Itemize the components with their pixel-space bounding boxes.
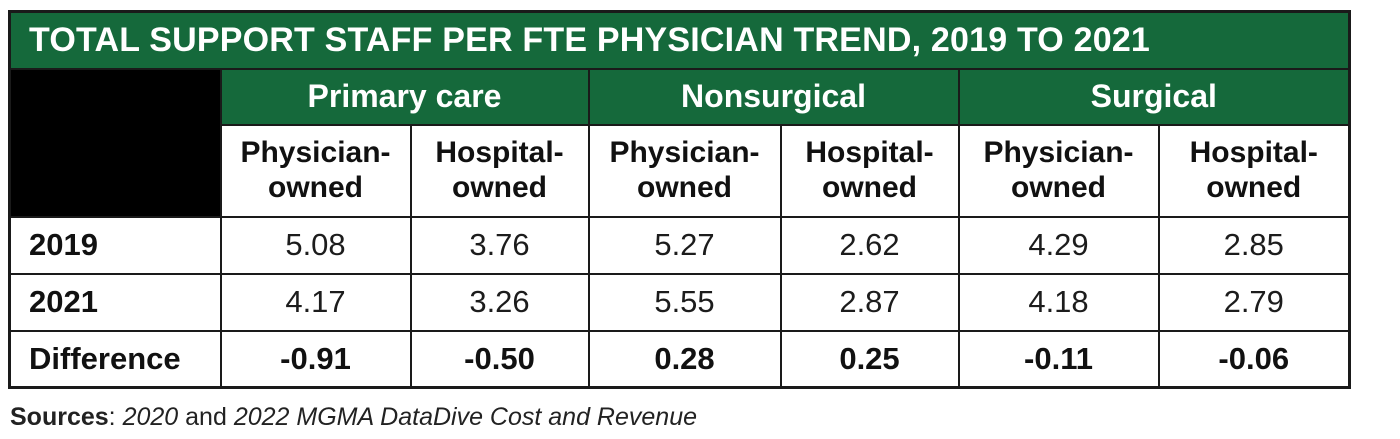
value-2021-nonsurgical-hospital: 2.87 bbox=[779, 272, 960, 332]
value-2019-surgical-physician: 4.29 bbox=[957, 215, 1160, 275]
value-2019-primary-physician: 5.08 bbox=[219, 215, 412, 275]
row-label-2021: 2021 bbox=[8, 272, 222, 332]
column-header-surgical-physician-owned: Physician-owned bbox=[957, 123, 1160, 218]
value-2021-surgical-hospital: 2.79 bbox=[1157, 272, 1351, 332]
value-2021-primary-hospital: 3.26 bbox=[409, 272, 590, 332]
sources-line: Sources: 2020 and 2022 MGMA DataDive Cos… bbox=[10, 403, 1356, 432]
support-staff-trend-figure: TOTAL SUPPORT STAFF PER FTE PHYSICIAN TR… bbox=[8, 10, 1356, 432]
group-header-primary-care: Primary care bbox=[219, 67, 590, 126]
corner-black-cell bbox=[8, 67, 222, 218]
value-difference-nonsurgical-hospital: 0.25 bbox=[779, 329, 960, 389]
value-difference-primary-physician: -0.91 bbox=[219, 329, 412, 389]
table-title: TOTAL SUPPORT STAFF PER FTE PHYSICIAN TR… bbox=[8, 10, 1351, 70]
row-label-2019: 2019 bbox=[8, 215, 222, 275]
group-header-surgical: Surgical bbox=[957, 67, 1351, 126]
value-2019-nonsurgical-hospital: 2.62 bbox=[779, 215, 960, 275]
value-2019-surgical-hospital: 2.85 bbox=[1157, 215, 1351, 275]
value-difference-surgical-hospital: -0.06 bbox=[1157, 329, 1351, 389]
support-staff-trend-table: TOTAL SUPPORT STAFF PER FTE PHYSICIAN TR… bbox=[8, 10, 1352, 389]
row-2019: 2019 5.08 3.76 5.27 2.62 4.29 2.85 bbox=[8, 215, 1351, 275]
title-row: TOTAL SUPPORT STAFF PER FTE PHYSICIAN TR… bbox=[8, 10, 1351, 70]
column-header-nonsurgical-physician-owned: Physician-owned bbox=[587, 123, 782, 218]
value-2021-surgical-physician: 4.18 bbox=[957, 272, 1160, 332]
group-header-row: Primary care Nonsurgical Surgical bbox=[8, 67, 1351, 218]
value-difference-surgical-physician: -0.11 bbox=[957, 329, 1160, 389]
row-difference: Difference -0.91 -0.50 0.28 0.25 -0.11 -… bbox=[8, 329, 1351, 389]
value-2021-nonsurgical-physician: 5.55 bbox=[587, 272, 782, 332]
sources-label: Sources bbox=[10, 403, 109, 431]
sources-edition-2020: 2020 bbox=[122, 403, 179, 431]
column-header-nonsurgical-hospital-owned: Hospital-owned bbox=[779, 123, 960, 218]
group-header-nonsurgical: Nonsurgical bbox=[587, 67, 960, 126]
value-2019-nonsurgical-physician: 5.27 bbox=[587, 215, 782, 275]
sources-edition-2022: 2022 MGMA DataDive Cost and Revenue bbox=[233, 403, 698, 431]
sources-joiner: and bbox=[178, 403, 234, 431]
value-2019-primary-hospital: 3.76 bbox=[409, 215, 590, 275]
row-2021: 2021 4.17 3.26 5.55 2.87 4.18 2.79 bbox=[8, 272, 1351, 332]
column-header-row: Physician-owned Hospital-owned Physician… bbox=[10, 123, 1351, 218]
column-header-primary-hospital-owned: Hospital-owned bbox=[409, 123, 590, 218]
sources-separator: : bbox=[108, 403, 123, 431]
value-2021-primary-physician: 4.17 bbox=[219, 272, 412, 332]
value-difference-primary-hospital: -0.50 bbox=[409, 329, 590, 389]
column-header-surgical-hospital-owned: Hospital-owned bbox=[1157, 123, 1351, 218]
row-label-difference: Difference bbox=[8, 329, 222, 389]
column-header-primary-physician-owned: Physician-owned bbox=[219, 123, 412, 218]
value-difference-nonsurgical-physician: 0.28 bbox=[587, 329, 782, 389]
